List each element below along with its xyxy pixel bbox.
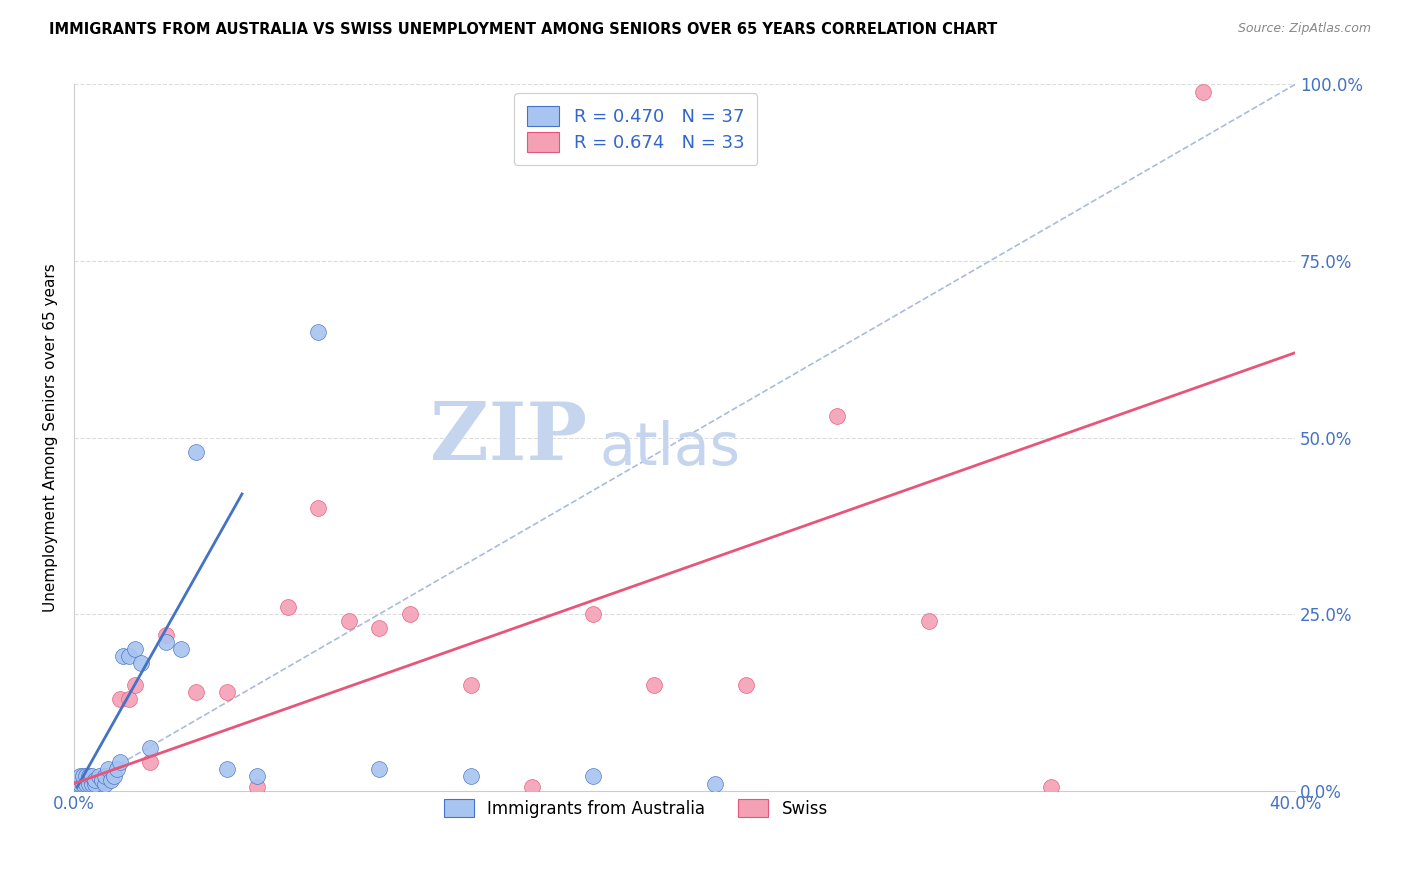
Point — [704, 776, 727, 790]
Point — [1192, 85, 1215, 99]
Text: atlas: atlas — [599, 419, 740, 476]
Legend: Immigrants from Australia, Swiss: Immigrants from Australia, Swiss — [437, 793, 835, 824]
Point — [84, 776, 107, 790]
Point — [69, 776, 91, 790]
Point — [124, 678, 146, 692]
Text: ZIP: ZIP — [430, 399, 586, 476]
Point — [66, 776, 89, 790]
Text: IMMIGRANTS FROM AUSTRALIA VS SWISS UNEMPLOYMENT AMONG SENIORS OVER 65 YEARS CORR: IMMIGRANTS FROM AUSTRALIA VS SWISS UNEMP… — [49, 22, 997, 37]
Point — [277, 599, 299, 614]
Point — [582, 607, 605, 621]
Point — [87, 776, 110, 790]
Point — [460, 769, 482, 783]
Point — [79, 776, 101, 790]
Point — [97, 763, 120, 777]
Point — [93, 769, 115, 783]
Point — [155, 628, 177, 642]
Point — [307, 501, 329, 516]
Point — [66, 776, 89, 790]
Point — [84, 772, 107, 787]
Point — [72, 776, 94, 790]
Point — [100, 772, 122, 787]
Point — [79, 776, 101, 790]
Point — [93, 769, 115, 783]
Point — [520, 780, 543, 794]
Point — [215, 684, 238, 698]
Point — [186, 684, 208, 698]
Point — [734, 678, 756, 692]
Point — [100, 769, 122, 783]
Point — [82, 769, 104, 783]
Point — [69, 769, 91, 783]
Point — [186, 444, 208, 458]
Point — [129, 657, 152, 671]
Point — [643, 678, 665, 692]
Point — [105, 763, 128, 777]
Point — [72, 769, 94, 783]
Point — [82, 776, 104, 790]
Point — [118, 649, 141, 664]
Point — [170, 642, 193, 657]
Point — [82, 776, 104, 790]
Point — [90, 772, 112, 787]
Point — [337, 614, 360, 628]
Point — [582, 769, 605, 783]
Point — [460, 678, 482, 692]
Y-axis label: Unemployment Among Seniors over 65 years: Unemployment Among Seniors over 65 years — [44, 263, 58, 612]
Point — [155, 635, 177, 649]
Point — [108, 756, 131, 770]
Point — [246, 780, 269, 794]
Point — [87, 769, 110, 783]
Point — [246, 769, 269, 783]
Point — [215, 763, 238, 777]
Text: Source: ZipAtlas.com: Source: ZipAtlas.com — [1237, 22, 1371, 36]
Point — [79, 769, 101, 783]
Point — [90, 776, 112, 790]
Point — [307, 325, 329, 339]
Point — [84, 776, 107, 790]
Point — [124, 642, 146, 657]
Point — [139, 756, 162, 770]
Point — [368, 763, 391, 777]
Point — [1039, 780, 1062, 794]
Point — [139, 741, 162, 756]
Point — [75, 776, 97, 790]
Point — [398, 607, 420, 621]
Point — [103, 769, 125, 783]
Point — [825, 409, 848, 424]
Point — [75, 769, 97, 783]
Point — [75, 776, 97, 790]
Point — [118, 691, 141, 706]
Point — [111, 649, 134, 664]
Point — [918, 614, 941, 628]
Point — [93, 776, 115, 790]
Point — [72, 776, 94, 790]
Point — [69, 776, 91, 790]
Point — [368, 621, 391, 635]
Point — [108, 691, 131, 706]
